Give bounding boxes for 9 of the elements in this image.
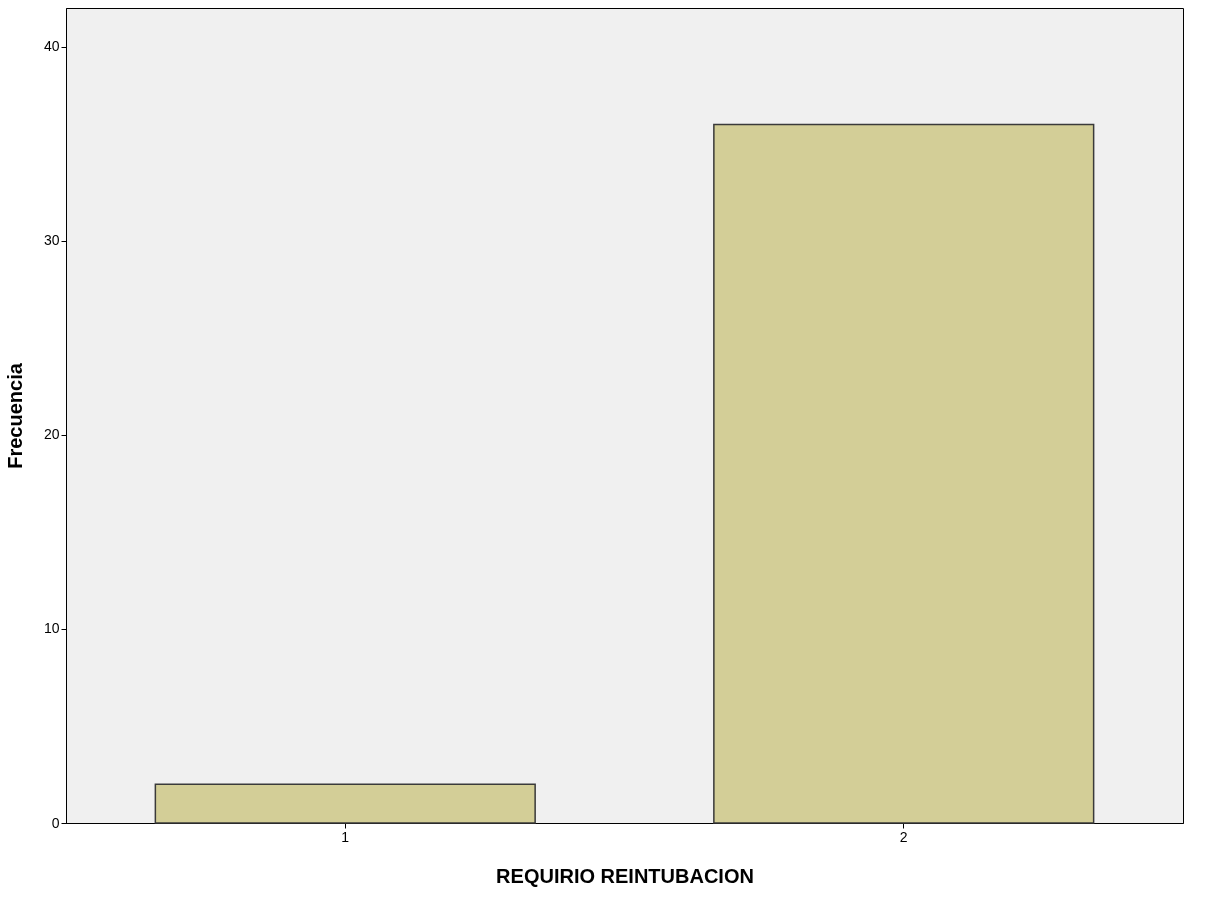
- x-tick-label: 2: [899, 828, 908, 845]
- x-axis-title: REQUIRIO REINTUBACION: [496, 864, 754, 887]
- y-tick-label: 10: [43, 620, 60, 637]
- y-tick-label: 0: [51, 814, 60, 831]
- y-tick-label: 20: [43, 426, 60, 443]
- y-axis-title: Frecuencia: [3, 362, 26, 469]
- y-tick-label: 40: [43, 38, 60, 55]
- y-tick-label: 30: [43, 232, 60, 249]
- x-tick-label: 1: [341, 828, 350, 845]
